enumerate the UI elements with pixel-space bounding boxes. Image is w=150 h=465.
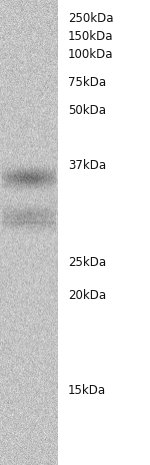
Text: 250kDa: 250kDa: [68, 12, 114, 25]
Text: 150kDa: 150kDa: [68, 29, 114, 42]
Text: 25kDa: 25kDa: [68, 255, 106, 268]
Text: 15kDa: 15kDa: [68, 384, 106, 397]
Text: 100kDa: 100kDa: [68, 47, 114, 60]
Text: 50kDa: 50kDa: [68, 104, 106, 117]
Text: 20kDa: 20kDa: [68, 288, 106, 301]
Text: 37kDa: 37kDa: [68, 159, 106, 172]
Text: 75kDa: 75kDa: [68, 75, 106, 88]
